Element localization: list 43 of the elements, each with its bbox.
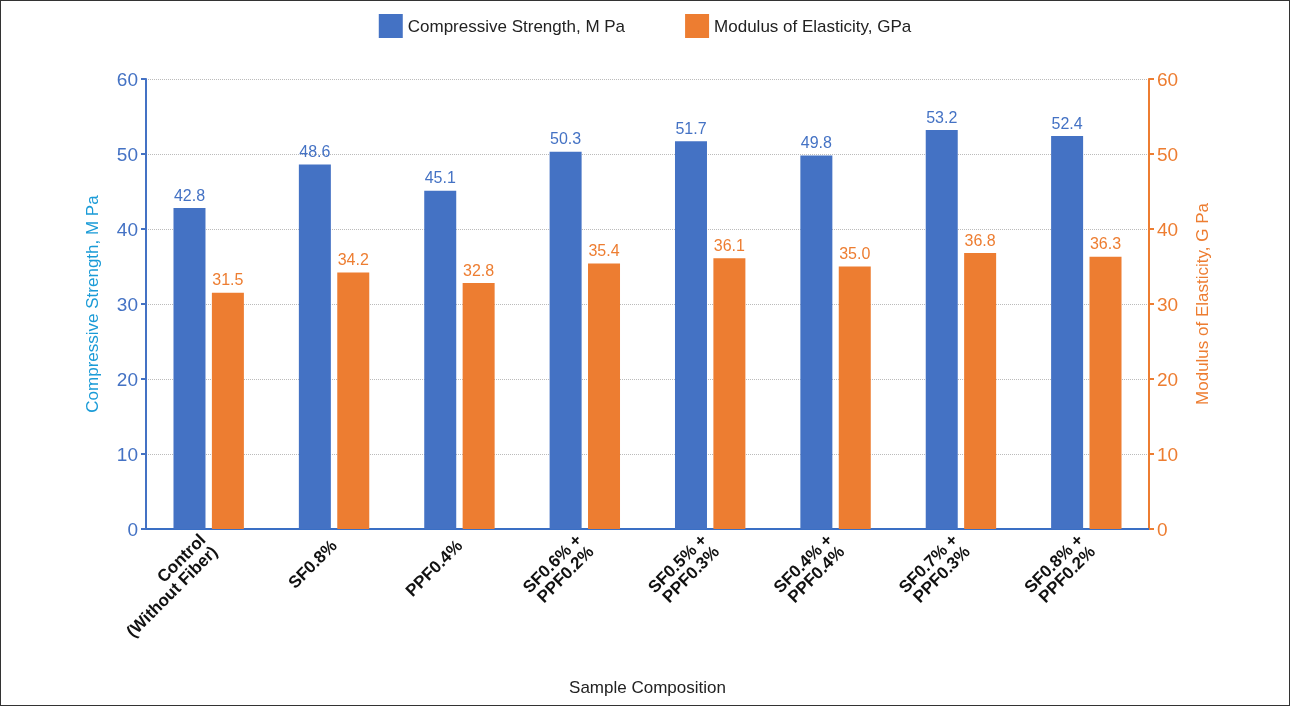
y-tick-label: 40 [116,218,138,240]
bar [337,272,370,529]
bar [588,263,621,529]
data-label: 51.7 [675,119,707,137]
data-label: 36.1 [713,236,746,254]
y-tick-label: 10 [116,443,138,465]
y2-tick-label: 10 [1157,443,1179,465]
bar [964,253,997,529]
data-label: 35.4 [588,242,620,259]
x-axis-title: Sample Composition [569,678,726,697]
y2-tick-label: 0 [1157,518,1168,540]
data-label: 42.8 [173,186,206,204]
data-label: 48.6 [299,143,331,160]
y2-tick-label: 30 [1157,293,1179,315]
y-tick-label: 0 [127,518,138,540]
bar [713,258,746,529]
legend-label: Modulus of Elasticity, GPa [714,16,912,36]
bar [1089,256,1122,529]
data-label: 50.3 [550,130,582,148]
data-label: 36.3 [1089,235,1122,253]
data-label: 32.8 [463,261,495,279]
y-tick-label: 60 [116,68,138,90]
y-tick-label: 30 [116,293,138,315]
y2-axis-title: Modulus of Elasticity, G Pa [1193,202,1212,405]
y-tick-label: 50 [116,143,138,165]
bar [838,266,871,529]
y-tick-label: 20 [116,368,138,390]
data-label: 35.0 [839,245,871,262]
bar [211,292,244,529]
data-label: 45.1 [424,169,456,187]
data-label: 34.2 [337,251,369,268]
legend-label: Compressive Strength, M Pa [407,16,626,36]
data-label: 36.8 [964,231,996,249]
y2-tick-label: 20 [1157,368,1179,390]
bar [462,283,495,529]
data-label: 49.8 [800,134,833,151]
y2-tick-label: 60 [1157,68,1179,90]
data-label: 31.5 [212,271,244,289]
y-axis-title: Compressive Strength, M Pa [83,194,102,413]
data-label: 52.4 [1051,114,1083,132]
data-label: 53.2 [926,108,958,126]
y2-tick-label: 50 [1157,143,1179,165]
y2-tick-label: 40 [1157,218,1179,240]
